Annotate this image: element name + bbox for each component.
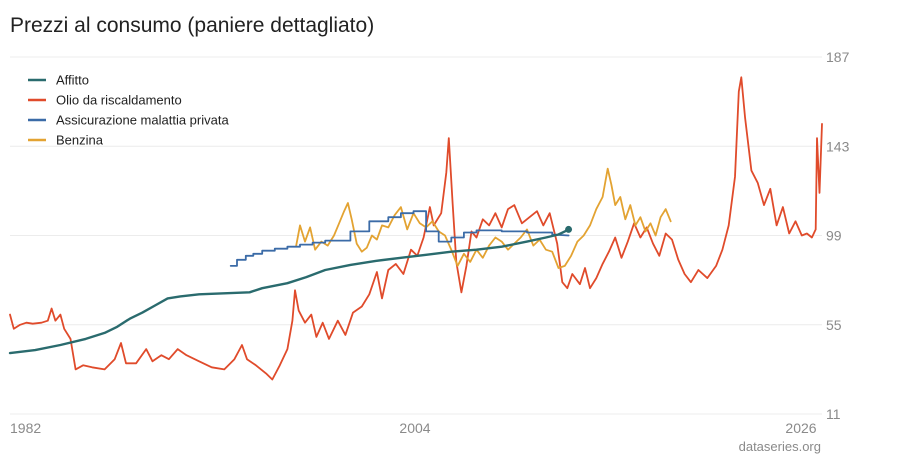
series-line-2: [229, 210, 570, 267]
x-tick-label: 2026: [785, 420, 816, 436]
y-tick-label: 187: [826, 49, 850, 65]
y-axis-ticks: 187 143 99 55 11: [826, 49, 850, 422]
source-credit: dataseries.org: [738, 439, 821, 454]
y-tick-label: 55: [826, 317, 842, 333]
x-axis-ticks: 1982 2004 2026: [10, 420, 817, 436]
legend-label: Affitto: [56, 73, 89, 88]
y-tick-label: 143: [826, 138, 850, 154]
series-line-0: [8, 228, 570, 355]
series-line-3: [295, 167, 672, 269]
chart-title: Prezzi al consumo (paniere dettagliato): [10, 14, 375, 37]
legend-label: Assicurazione malattia privata: [56, 113, 229, 128]
y-tick-label: 99: [826, 228, 842, 244]
y-tick-label: 11: [826, 406, 841, 422]
series-line-1: [9, 76, 823, 381]
series-lines: [8, 76, 823, 381]
legend-label: Benzina: [56, 133, 104, 148]
x-tick-label: 1982: [10, 420, 41, 436]
legend-label: Olio da riscaldamento: [56, 93, 182, 108]
x-tick-label: 2004: [399, 420, 430, 436]
gridlines: [10, 56, 822, 415]
series-end-marker: [565, 225, 573, 233]
legend: Affitto Olio da riscaldamento Assicurazion…: [28, 73, 229, 148]
